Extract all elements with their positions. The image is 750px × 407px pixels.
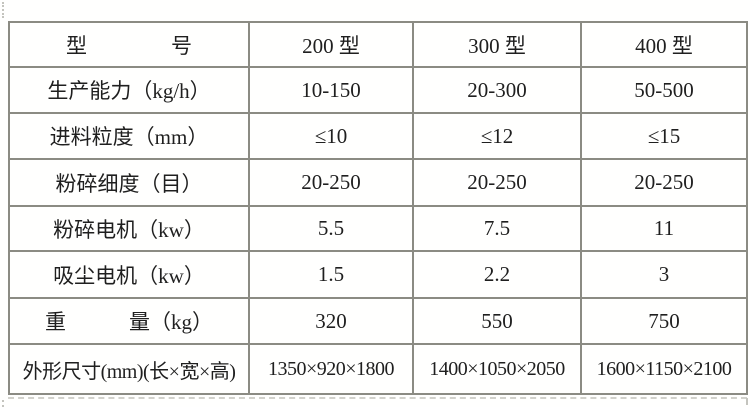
ruler-tick-mark [2,2,4,18]
table-row-weight: 重 量（kg） 320 550 750 [8,297,748,345]
table-row-dimensions: 外形尺寸(mm)(长×宽×高) 1350×920×1800 1400×1050×… [8,343,748,395]
table-cell: 1400×1050×2050 [412,343,582,395]
table-cell: ≤15 [580,112,748,160]
table-row-crushing-motor: 粉碎电机（kw） 5.5 7.5 11 [8,205,748,252]
table-cell: 3 [580,250,748,299]
table-row-fineness: 粉碎细度（目） 20-250 20-250 20-250 [8,158,748,207]
table-cell: 750 [580,297,748,345]
table-cell: ≤12 [412,112,582,160]
table-cell: 1350×920×1800 [248,343,414,395]
table-cell: 550 [412,297,582,345]
table-row-feed-size: 进料粒度（mm） ≤10 ≤12 ≤15 [8,112,748,160]
row-label: 吸尘电机（kw） [8,250,250,299]
header-cell-model-200: 200 型 [248,21,414,68]
table-cell: 1600×1150×2100 [580,343,748,395]
row-label: 粉碎细度（目） [8,158,250,207]
table-cell: 7.5 [412,205,582,252]
table-cell: 320 [248,297,414,345]
table-cell: 20-250 [412,158,582,207]
ruler-tick-mark [2,400,4,407]
table-row-dust-motor: 吸尘电机（kw） 1.5 2.2 3 [8,250,748,299]
table-cell: 11 [580,205,748,252]
table-cell: 1.5 [248,250,414,299]
header-cell-model-300: 300 型 [412,21,582,68]
ruler-tick-mark [746,398,748,405]
table-cell: ≤10 [248,112,414,160]
row-label: 粉碎电机（kw） [8,205,250,252]
table-cell: 10-150 [248,66,414,114]
table-header-row: 型 号 200 型 300 型 400 型 [8,21,748,68]
header-cell-model-400: 400 型 [580,21,748,68]
row-label: 生产能力（kg/h） [8,66,250,114]
table-cell: 5.5 [248,205,414,252]
table-cell: 20-300 [412,66,582,114]
table-cell: 20-250 [248,158,414,207]
product-spec-table: 型 号 200 型 300 型 400 型 生产能力（kg/h） 10-150 … [8,21,748,395]
row-label: 外形尺寸(mm)(长×宽×高) [8,343,250,395]
table-cell: 20-250 [580,158,748,207]
next-table-dashed-gridline [8,397,747,399]
table-cell: 2.2 [412,250,582,299]
table-row-production-capacity: 生产能力（kg/h） 10-150 20-300 50-500 [8,66,748,114]
table-cell: 50-500 [580,66,748,114]
row-label: 重 量（kg） [8,297,250,345]
row-label: 进料粒度（mm） [8,112,250,160]
header-cell-model-label: 型 号 [8,21,250,68]
